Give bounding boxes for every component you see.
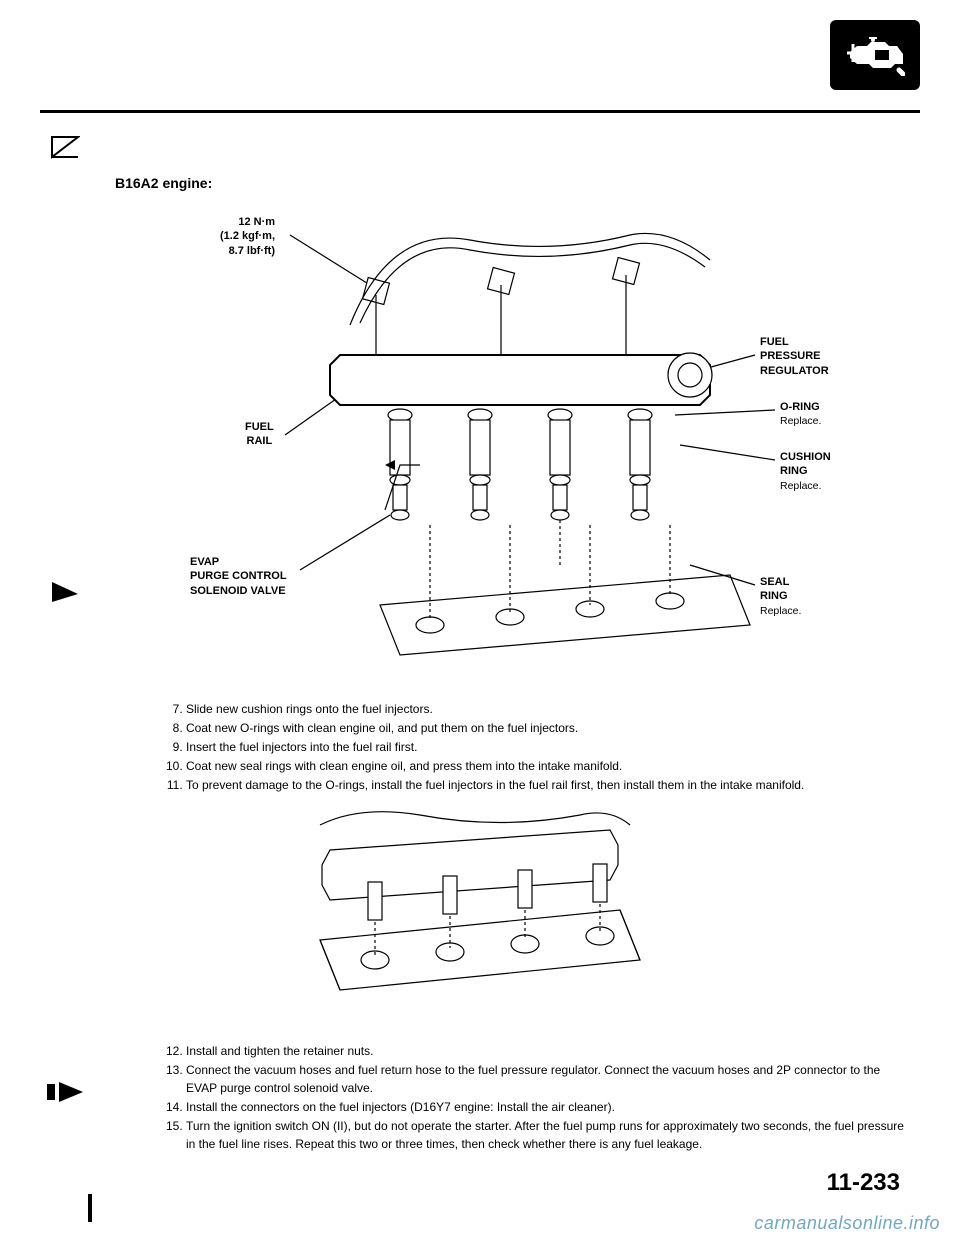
fpr-label: FUELPRESSUREREGULATOR <box>760 336 829 377</box>
header-engine-icon <box>830 20 920 90</box>
list-item: Coat new O-rings with clean engine oil, … <box>186 719 910 737</box>
list-item: Coat new seal rings with clean engine oi… <box>186 757 910 775</box>
list-item: Slide new cushion rings onto the fuel in… <box>186 700 910 718</box>
torque-line2: (1.2 kgf·m, <box>220 230 275 242</box>
horizontal-rule <box>40 110 920 113</box>
torque-callout: 12 N·m (1.2 kgf·m, 8.7 lbf·ft) <box>220 215 275 258</box>
cushion-label: CUSHIONRING <box>780 451 831 477</box>
list-item: Install the connectors on the fuel injec… <box>186 1098 910 1116</box>
step-list-a: Slide new cushion rings onto the fuel in… <box>150 700 910 794</box>
engine-title: B16A2 engine: <box>115 175 212 191</box>
injectors <box>388 409 652 565</box>
fuel-rail-label: FUELRAIL <box>245 421 274 447</box>
oring-label: O-RING <box>780 401 820 413</box>
corner-mark-top <box>50 135 80 160</box>
cushion-callout: CUSHIONRING Replace. <box>780 450 831 493</box>
edge-mark <box>88 1194 92 1222</box>
oring-callout: O-RING Replace. <box>780 400 821 429</box>
list-item: To prevent damage to the O-rings, instal… <box>186 776 910 794</box>
corner-mark-bottom <box>45 1080 85 1105</box>
fuel-rail-callout: FUELRAIL <box>245 420 274 449</box>
evap-callout: EVAPPURGE CONTROLSOLENOID VALVE <box>190 555 287 598</box>
list-item: Install and tighten the retainer nuts. <box>186 1042 910 1060</box>
fuel-rail-svg <box>190 205 910 685</box>
list-item: Turn the ignition switch ON (II), but do… <box>186 1117 910 1153</box>
step-list-b-wrap: Install and tighten the retainer nuts. C… <box>150 1042 910 1154</box>
torque-line1: 12 N·m <box>238 216 275 228</box>
page-number: 11-233 <box>827 1169 900 1197</box>
manifold-svg <box>300 810 660 1010</box>
list-item: Insert the fuel injectors into the fuel … <box>186 738 910 756</box>
seal-label: SEALRING <box>760 576 789 602</box>
seal-note: Replace. <box>760 605 801 617</box>
evap-label: EVAPPURGE CONTROLSOLENOID VALVE <box>190 556 287 597</box>
list-item: Connect the vacuum hoses and fuel return… <box>186 1061 910 1097</box>
manifold-diagram <box>300 810 660 1010</box>
seal-callout: SEALRING Replace. <box>760 575 801 618</box>
corner-mark-mid <box>50 580 80 605</box>
step-list-b: Install and tighten the retainer nuts. C… <box>150 1042 910 1153</box>
oring-note: Replace. <box>780 415 821 427</box>
watermark-text: carmanualsonline.info <box>754 1213 940 1234</box>
fpr-callout: FUELPRESSUREREGULATOR <box>760 335 829 378</box>
fuel-rail-diagram: 12 N·m (1.2 kgf·m, 8.7 lbf·ft) FUELRAIL … <box>190 205 910 685</box>
step-list-a-wrap: Slide new cushion rings onto the fuel in… <box>150 700 910 795</box>
cushion-note: Replace. <box>780 480 821 492</box>
torque-line3: 8.7 lbf·ft) <box>229 245 275 257</box>
